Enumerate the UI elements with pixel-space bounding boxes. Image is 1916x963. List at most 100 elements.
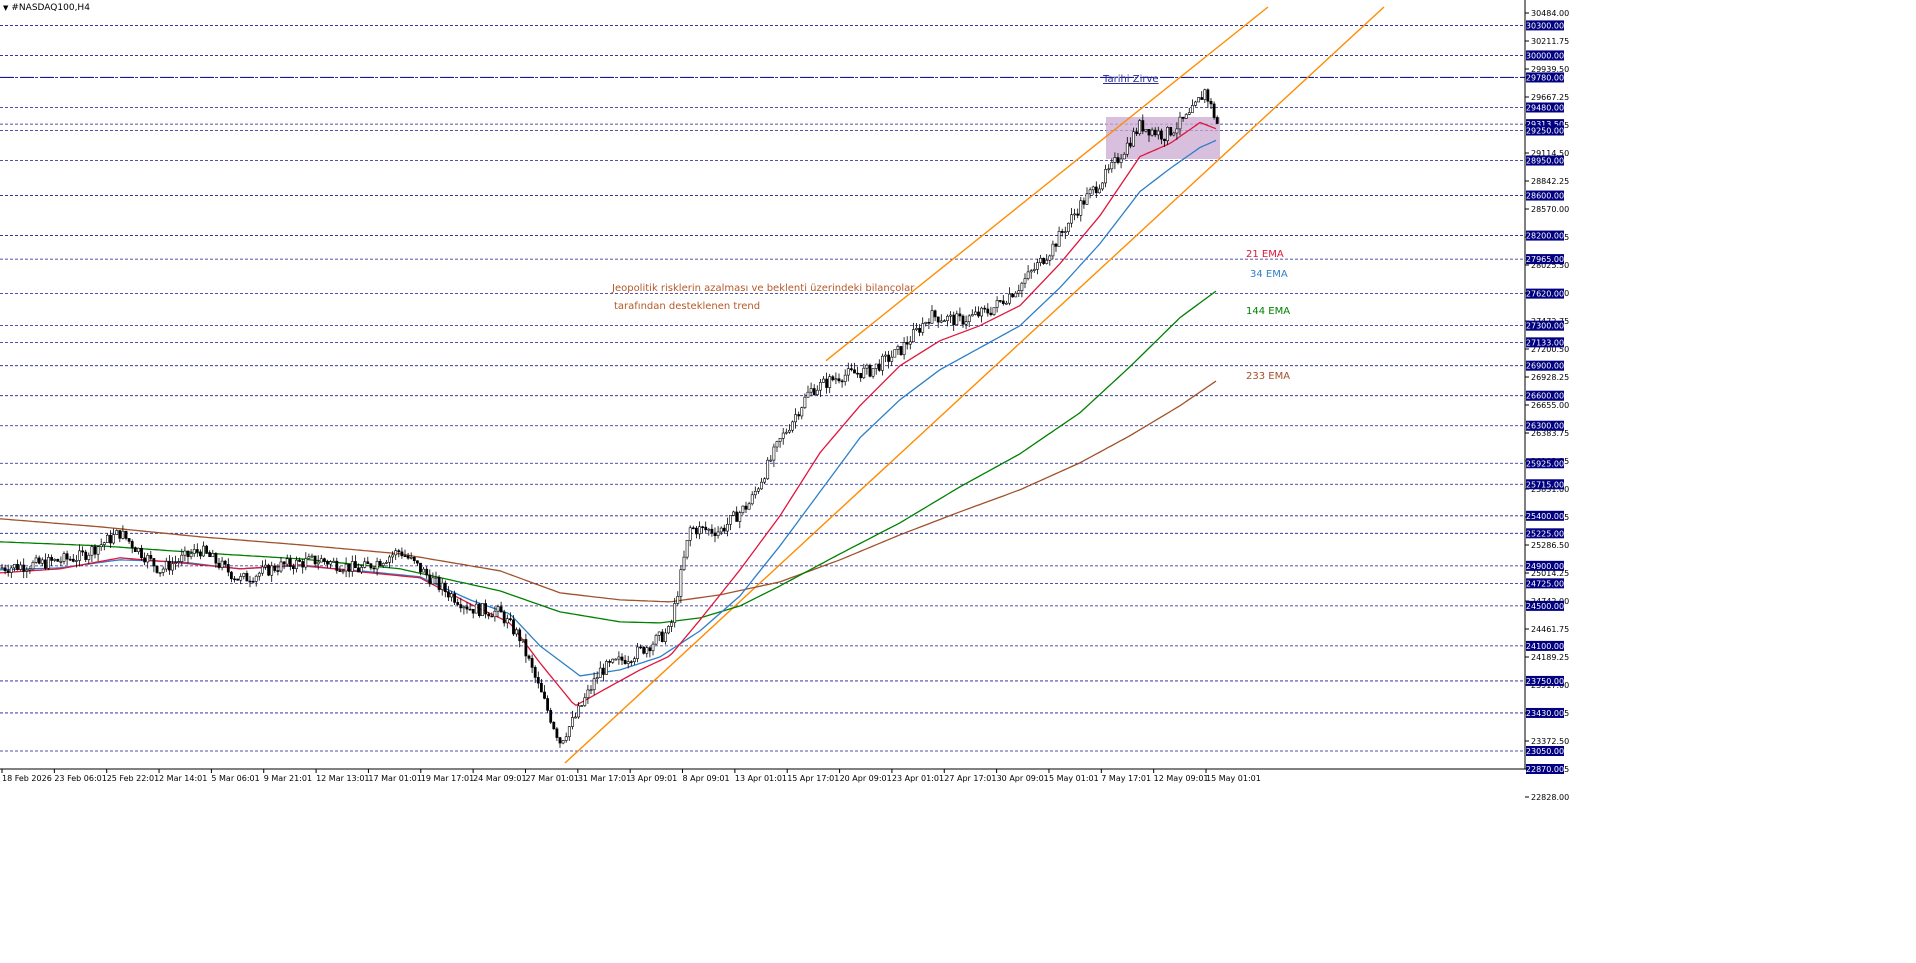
candle-body: [192, 549, 196, 554]
candle-body: [660, 631, 664, 642]
time-axis[interactable]: 18 Feb 2026 23 Feb 06:01 25 Feb 22:01 2 Mar…: [1, 769, 1261, 783]
candle-body: [750, 494, 754, 505]
level-label-4: 29313.50: [1526, 120, 1564, 129]
candle-body: [629, 661, 633, 663]
candle-body: [484, 603, 488, 615]
ath-label: Tarihi Zirve: [1102, 74, 1159, 85]
candle-body: [735, 511, 739, 522]
candle-body: [304, 558, 308, 568]
ema144-label: 144 EMA: [1246, 306, 1290, 317]
candle-body: [822, 378, 825, 383]
candle-body: [313, 555, 317, 565]
time-tick-label-12: 3 Apr 09:01: [630, 774, 677, 783]
candle-body: [515, 629, 519, 635]
level-label-6: 28950.00: [1526, 157, 1564, 166]
level-label-box-5: [1526, 125, 1564, 136]
triangle-down-icon[interactable]: ▼: [3, 4, 9, 12]
candle-body: [1101, 182, 1104, 190]
candle-body: [716, 531, 720, 536]
price-level-labels: 30300.00 30000.00 29780.00 29480.00 29313.50…: [1526, 20, 1564, 774]
candle-body: [388, 556, 391, 563]
candle-body: [347, 563, 351, 572]
candle-body: [1107, 168, 1111, 171]
candle-body: [564, 736, 568, 741]
level-label-11: 27300.00: [1526, 322, 1564, 331]
candle-body: [846, 368, 850, 376]
level-label-box-7: [1526, 190, 1564, 201]
candle-body: [654, 634, 658, 645]
candle-body: [1008, 293, 1011, 304]
candle-body: [133, 547, 137, 553]
price-tick-label-15: 26383.75: [1531, 429, 1569, 438]
candle-body: [1048, 255, 1052, 261]
candle-body: [611, 658, 615, 663]
trend-annotation-line2: tarafından desteklenen trend: [614, 301, 760, 312]
price-tick-label-1: 30211.75: [1531, 37, 1569, 46]
level-label-box-27: [1526, 764, 1564, 774]
candle-body: [713, 532, 717, 536]
candle-body: [1063, 231, 1067, 233]
candle-body: [642, 646, 646, 654]
candle-body: [989, 312, 993, 315]
candle-body: [738, 512, 742, 522]
candle-body: [285, 558, 289, 565]
candle-body: [1026, 271, 1030, 279]
candle-body: [1200, 97, 1204, 100]
level-label-box-10: [1526, 288, 1564, 299]
candle-body: [1082, 200, 1086, 205]
trend-channel[interactable]: [564, 6, 1385, 764]
price-tick-label-14: 26655.00: [1531, 401, 1569, 410]
candle-body: [719, 527, 723, 533]
candle-body: [1119, 158, 1123, 163]
candle-body: [1014, 292, 1018, 298]
candle-body: [403, 555, 407, 558]
candle-body: [1187, 112, 1191, 115]
candle-body: [93, 546, 97, 555]
candle-body: [874, 363, 878, 369]
price-tick-label-2: 29939.50: [1531, 65, 1569, 74]
candle-body: [933, 310, 937, 318]
price-tick-label-5: 29114.50: [1531, 149, 1569, 158]
candle-body: [118, 530, 122, 539]
candle-body: [964, 321, 968, 325]
level-label-7: 28600.00: [1526, 192, 1564, 201]
candle-body: [1215, 117, 1219, 124]
candle-body: [446, 591, 450, 598]
candle-body: [260, 566, 264, 574]
candle-body: [766, 459, 770, 480]
candle-body: [512, 619, 515, 635]
candle-body: [208, 552, 212, 558]
candle-body: [158, 572, 162, 574]
candle-body: [543, 691, 546, 699]
candle-body: [301, 561, 305, 568]
time-tick-label-1: 23 Feb 06:01: [54, 774, 106, 783]
candle-body: [688, 527, 692, 541]
candle-body: [270, 565, 274, 576]
candle-body: [459, 604, 463, 609]
candle-body: [236, 578, 240, 581]
candle-body: [130, 541, 134, 548]
candle-body: [899, 346, 903, 355]
time-tick-label-18: 27 Apr 17:01: [944, 774, 996, 783]
candle-body: [13, 564, 16, 569]
candle-body: [691, 527, 695, 530]
candle-body: [769, 459, 773, 462]
level-label-14: 26600.00: [1526, 392, 1564, 401]
candle-body: [837, 378, 841, 382]
candle-body: [632, 658, 636, 663]
candle-body: [149, 555, 153, 559]
candle-body: [753, 490, 757, 496]
candle-body: [353, 561, 357, 569]
candle-body: [645, 647, 649, 654]
candle-body: [651, 643, 655, 652]
time-tick-label-7: 17 Mar 01:01: [368, 774, 421, 783]
level-label-box-18: [1526, 510, 1564, 521]
candle-body: [295, 559, 298, 570]
candle-body: [679, 569, 683, 597]
candle-body: [825, 378, 829, 388]
candle-body: [1076, 213, 1080, 216]
candle-body: [803, 396, 807, 408]
candle-body: [1098, 188, 1101, 194]
